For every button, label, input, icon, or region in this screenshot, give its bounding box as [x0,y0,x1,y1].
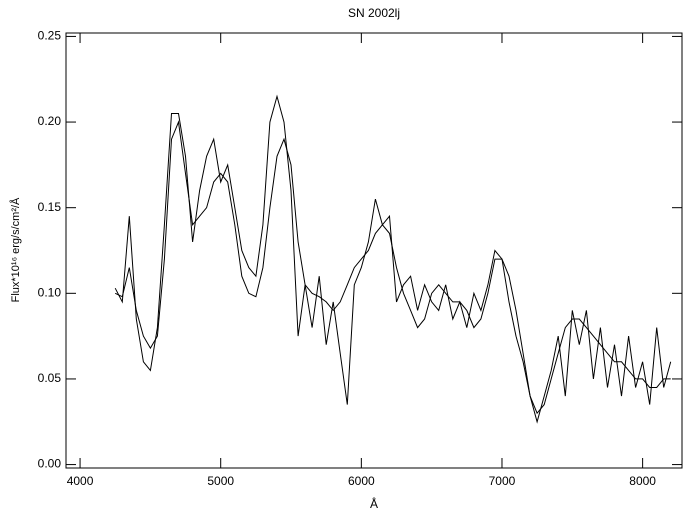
spectrum-line [114,94,672,424]
x-tick-label: 8000 [629,474,656,488]
x-tick-label: 6000 [348,474,375,488]
plot-frame [65,32,683,469]
y-tick-label: 0.15 [38,200,62,214]
y-tick-label: 0.10 [38,285,62,299]
x-axis-label: Å [370,496,378,511]
y-tick-label: 0.20 [38,114,62,128]
y-tick-label: 0.25 [38,29,62,43]
y-tick-label: 0.00 [38,457,62,471]
x-tick-label: 7000 [489,474,516,488]
x-tick-label: 4000 [67,474,94,488]
x-tick-label: 5000 [207,474,234,488]
chart-title: SN 2002lj [348,6,400,20]
y-axis-label: Flux*10¹⁶ erg/s/cm²/Å [9,197,22,302]
y-tick-label: 0.05 [38,371,62,385]
spectrum-line [114,120,671,415]
